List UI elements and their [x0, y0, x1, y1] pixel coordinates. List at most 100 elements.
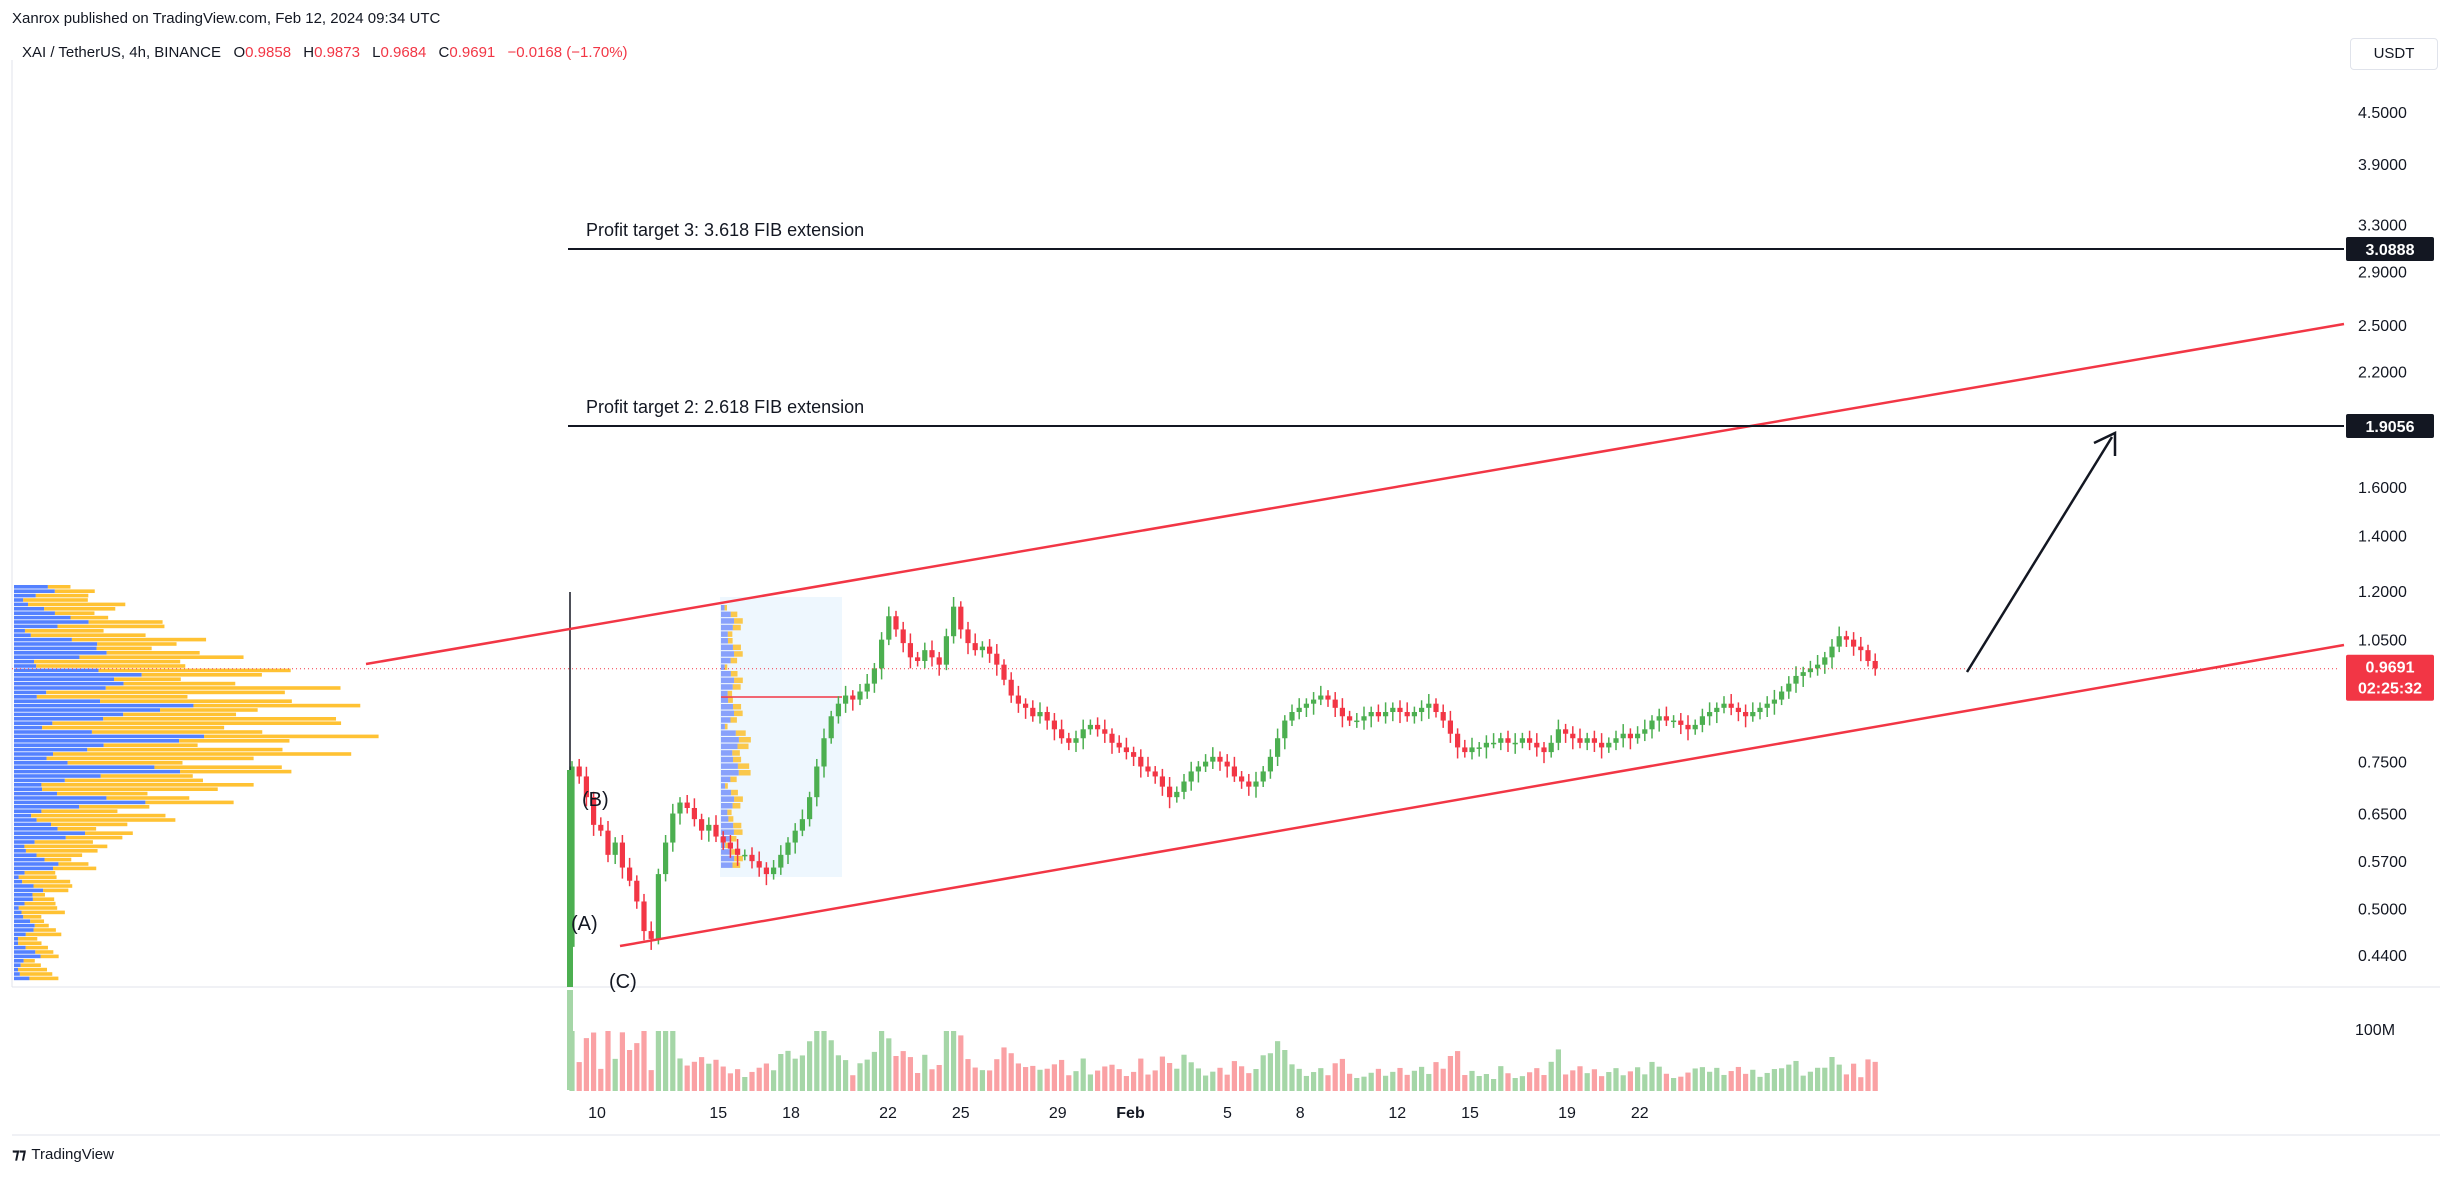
volume-bar	[1577, 1066, 1583, 1091]
volume-bar	[1584, 1073, 1590, 1091]
vp-down-bar	[67, 761, 183, 765]
vp-down-bar	[57, 624, 165, 629]
volume-bar	[1289, 1064, 1295, 1091]
vp-down-bar	[35, 593, 89, 598]
candle-body	[1159, 776, 1165, 787]
volume-bar	[598, 1068, 604, 1091]
candle-body	[1131, 752, 1137, 757]
change-value: −0.0168 (−1.70%)	[507, 44, 628, 61]
volume-bar	[1858, 1077, 1864, 1091]
vp-down-bar	[24, 901, 56, 906]
vp-down-bar	[31, 813, 166, 818]
candle-body	[720, 836, 726, 843]
volume-bar	[1167, 1063, 1173, 1091]
volume-bar	[756, 1067, 762, 1091]
candle-body	[1491, 742, 1497, 745]
currency-button[interactable]: USDT	[2350, 38, 2438, 70]
candle-body	[1181, 781, 1187, 792]
volume-bar	[1260, 1055, 1266, 1091]
candle-body	[1498, 738, 1504, 743]
session-vp-down	[727, 690, 733, 697]
candle-body	[1066, 738, 1072, 743]
volume-bar	[1714, 1067, 1720, 1091]
candle-body	[807, 797, 813, 820]
volume-bar	[1872, 1061, 1878, 1091]
volume-bar	[1015, 1063, 1021, 1091]
candle-body	[1102, 729, 1108, 734]
volume-bar	[771, 1070, 777, 1091]
candle-body	[821, 738, 827, 767]
volume-bar	[1440, 1068, 1446, 1091]
vp-down-bar	[204, 734, 379, 739]
candle-body	[677, 802, 683, 814]
candle-body	[1123, 747, 1129, 753]
volume-bar	[1339, 1058, 1345, 1091]
volume-bar	[1030, 1065, 1036, 1091]
session-vp-down	[732, 644, 741, 651]
last-price-tag	[2346, 654, 2434, 701]
price-tick-label: 2.9000	[2358, 264, 2407, 281]
volume-bar	[1311, 1072, 1317, 1091]
vp-up-bar	[14, 901, 25, 906]
vp-up-bar	[14, 681, 124, 686]
session-vp-up	[721, 611, 731, 618]
candle-body	[1807, 668, 1813, 673]
volume-bar	[1807, 1071, 1813, 1091]
volume-bar	[691, 1061, 697, 1091]
price-axis[interactable]: 4.5000 3.9000 3.3000 2.9000 2.5000 2.2000 1.60…	[2358, 105, 2407, 965]
vp-up-bar	[14, 686, 106, 690]
volume-bar	[735, 1069, 741, 1091]
volume-bar	[1548, 1061, 1554, 1091]
vp-up-bar	[14, 620, 89, 624]
vp-up-bar	[14, 774, 101, 778]
candle-body	[1397, 707, 1403, 713]
vp-down-bar	[23, 598, 88, 602]
session-vp-up	[721, 750, 733, 756]
volume-bar	[835, 1055, 841, 1091]
vp-down-bar	[47, 585, 71, 589]
candle-body	[1383, 712, 1389, 717]
volume-bar	[1174, 1068, 1180, 1091]
candle-body	[1015, 695, 1021, 704]
candle-body	[576, 766, 582, 777]
volume-profile	[14, 585, 379, 981]
volume-bar	[1275, 1041, 1281, 1091]
volume-bar	[1642, 1074, 1648, 1091]
candle-body	[1779, 691, 1785, 700]
vp-up-bar	[14, 840, 35, 844]
vp-up-bar	[14, 831, 86, 835]
price-tick-label: 0.5000	[2358, 902, 2407, 919]
volume-bar	[663, 1031, 669, 1091]
candle-body	[1764, 703, 1770, 708]
candle-body	[1253, 781, 1259, 787]
candle-body	[943, 636, 949, 665]
vp-down-bar	[32, 897, 55, 901]
session-vp-down	[737, 743, 749, 750]
candle-body	[1267, 756, 1273, 772]
vp-up-bar	[14, 585, 48, 589]
volume-bar	[1368, 1072, 1374, 1091]
vp-down-bar	[54, 611, 95, 615]
candle-body	[1743, 712, 1749, 717]
price-tick-label: 2.2000	[2358, 364, 2407, 381]
vp-up-bar	[14, 717, 104, 721]
time-axis[interactable]: 10 15 18 22 25 29 Feb 5 8 12 15 19 22	[588, 1105, 1649, 1122]
vp-up-bar	[14, 651, 107, 655]
candle-body	[1174, 791, 1180, 798]
candle-body	[1829, 646, 1835, 658]
symbol-name[interactable]: XAI / TetherUS, 4h, BINANCE	[22, 44, 221, 61]
candle-body	[763, 867, 769, 875]
candle-body	[1519, 738, 1525, 743]
vp-up-bar	[14, 642, 98, 646]
vp-down-bar	[18, 906, 58, 910]
candle-body	[1620, 733, 1626, 739]
volume-bar	[641, 1031, 647, 1091]
candle-body	[727, 842, 733, 849]
channel-lower-line	[619, 643, 2345, 948]
vp-up-bar	[14, 624, 58, 629]
session-vp-down	[730, 671, 738, 677]
volume-bar	[979, 1070, 985, 1091]
vp-down-bar	[41, 783, 254, 787]
session-vp-down	[733, 704, 742, 710]
